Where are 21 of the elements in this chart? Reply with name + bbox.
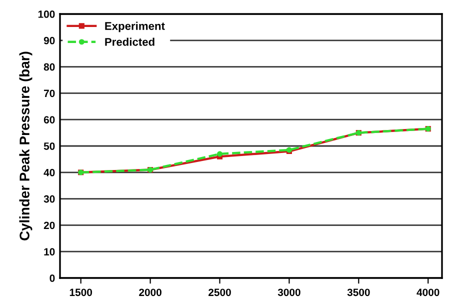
y-tick-label: 30 <box>44 195 55 203</box>
y-tick-label: 40 <box>44 168 55 176</box>
y-tick-label: 50 <box>44 142 55 150</box>
y-tick-label: 100 <box>38 10 55 18</box>
y-tick-label: 80 <box>44 63 55 71</box>
y-tick-label: 10 <box>44 248 55 256</box>
legend-label: Predicted <box>105 38 154 46</box>
x-tick-label: 2500 <box>208 288 231 296</box>
point <box>216 151 223 157</box>
x-tick-label: 1500 <box>70 288 92 296</box>
y-tick-label: 20 <box>44 222 55 230</box>
y-tick-label: 90 <box>44 36 55 44</box>
x-tick-label: 3500 <box>347 288 370 296</box>
y-tick-label: 0 <box>50 274 55 282</box>
x-tick-label: 3000 <box>278 288 300 296</box>
x-tick-label: 2000 <box>139 288 162 296</box>
y-tick-label: 60 <box>44 116 55 124</box>
y-axis-title: Cylinder Peak Pressure (bar) <box>19 52 32 240</box>
y-tick-label: 70 <box>44 90 55 98</box>
legend-label: Experiment <box>105 22 165 32</box>
x-tick-label: 4000 <box>416 288 440 296</box>
